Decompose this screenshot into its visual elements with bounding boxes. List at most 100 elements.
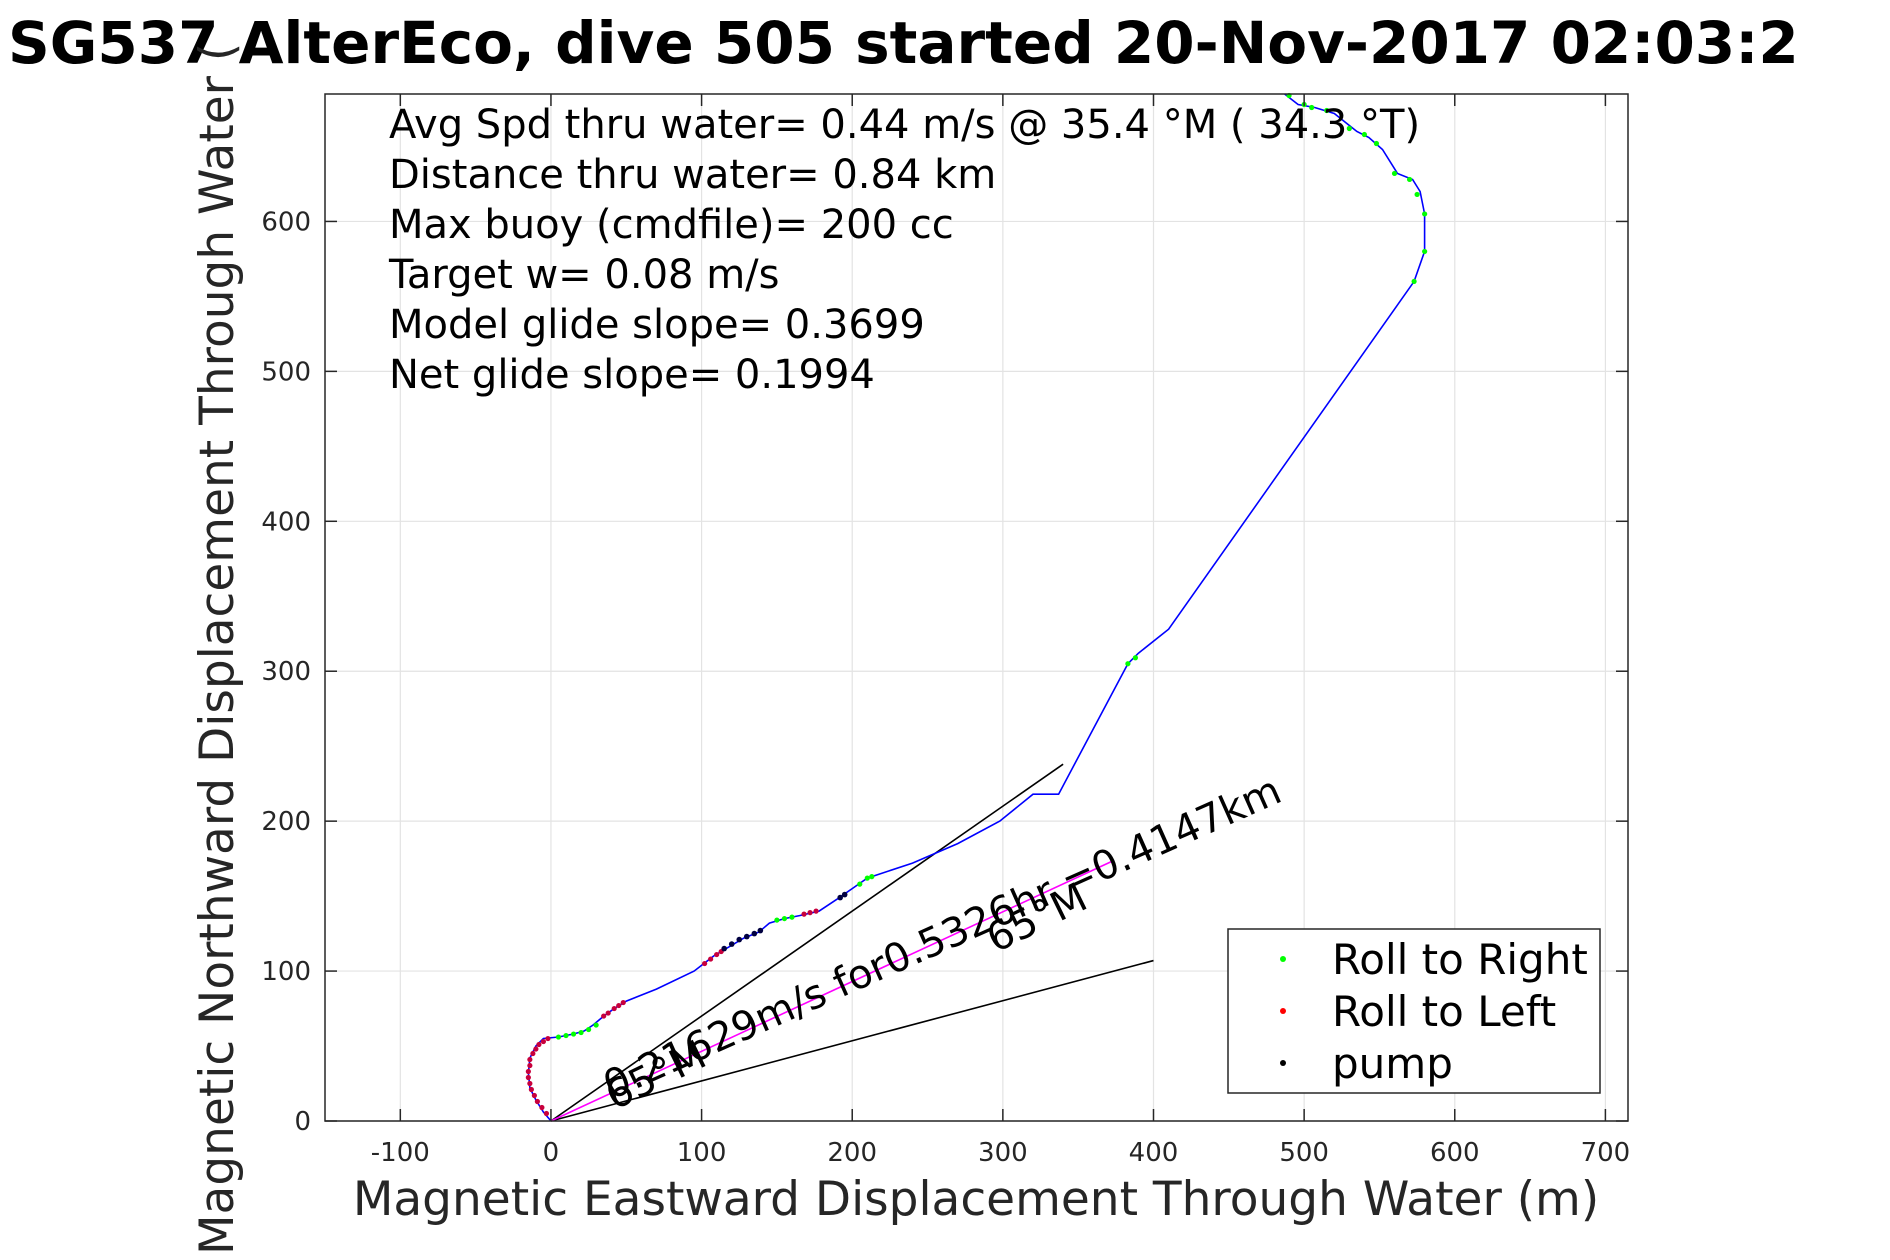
- roll-right-point: [578, 1029, 584, 1036]
- roll-left-point: [620, 999, 626, 1006]
- info-box: Avg Spd thru water= 0.44 m/s @ 35.4 °M (…: [388, 102, 1420, 398]
- roll-left-point: [714, 951, 720, 958]
- pump-point: [841, 891, 848, 898]
- plot-frame: [324, 93, 1629, 1122]
- pump-point: [837, 894, 843, 901]
- roll-left-point: [611, 1005, 617, 1012]
- roll-left-point: [527, 1056, 533, 1063]
- legend-marker: [1280, 1008, 1286, 1014]
- y-tick-label: 200: [261, 807, 311, 837]
- reference-line: [550, 860, 1112, 1122]
- info-line: Target w= 0.08 m/s: [388, 252, 779, 298]
- roll-left-point: [527, 1080, 533, 1087]
- roll-left-point: [539, 1104, 545, 1111]
- roll-left-point: [531, 1092, 537, 1099]
- roll-right-point: [1422, 211, 1428, 217]
- roll-right-point: [1406, 176, 1413, 183]
- pump-point: [751, 930, 758, 937]
- info-line: Net glide slope= 0.1994: [389, 352, 875, 398]
- y-tick-label: 100: [261, 957, 311, 987]
- roll-left-point: [601, 1013, 607, 1019]
- info-line: Distance thru water= 0.84 km: [389, 152, 996, 198]
- roll-left-point: [605, 1010, 611, 1016]
- roll-left-point: [708, 956, 714, 962]
- roll-left-point: [813, 908, 819, 914]
- plot-area: 0.21629m/s for0.5326hr =0.4147km65°M65°M…: [261, 92, 1630, 1168]
- reference-line: [550, 959, 1154, 1122]
- pump-point: [757, 927, 764, 934]
- x-tick-label: 0: [543, 1138, 560, 1168]
- x-tick-label: 500: [1279, 1138, 1329, 1168]
- roll-right-point: [789, 914, 795, 920]
- pump-point: [736, 936, 743, 943]
- legend-label: Roll to Right: [1332, 935, 1588, 984]
- y-tick-label: 500: [261, 357, 311, 387]
- ticks: -100 0 100 200 300 400 500 600 700 0 100 200 300 400 5…: [261, 94, 1630, 1168]
- roll-right-point: [857, 881, 863, 887]
- roll-left-point: [527, 1062, 533, 1069]
- roll-right-point: [1391, 170, 1398, 177]
- roll-right-point: [869, 874, 875, 880]
- roll-left-point: [534, 1098, 540, 1105]
- roll-right-point: [593, 1022, 599, 1028]
- roll-right-point: [1309, 104, 1315, 111]
- reference-line: [550, 763, 1064, 1122]
- legend-marker: [1280, 1060, 1286, 1066]
- roll-right-point: [1132, 655, 1139, 661]
- roll-right-point: [570, 1031, 577, 1037]
- roll-right-point: [1125, 661, 1131, 667]
- x-tick-label: 700: [1581, 1138, 1631, 1168]
- roll-right-point: [774, 917, 780, 923]
- x-tick-label: 300: [978, 1138, 1028, 1168]
- roll-right-point: [1422, 248, 1428, 255]
- roll-right-point: [1346, 125, 1352, 132]
- roll-left-point: [801, 911, 807, 917]
- y-tick-label: 600: [261, 207, 311, 237]
- pump-point: [721, 945, 727, 952]
- roll-right-point: [781, 915, 788, 922]
- roll-left-point: [525, 1068, 531, 1075]
- y-tick-label: 400: [261, 507, 311, 537]
- roll-left-point: [536, 1041, 542, 1048]
- y-tick-label: 0: [294, 1107, 311, 1137]
- roll-right-point: [563, 1032, 569, 1039]
- markers: [525, 92, 1428, 1117]
- pump-point: [743, 933, 750, 940]
- x-tick-label: 600: [1430, 1138, 1480, 1168]
- roll-right-point: [1361, 131, 1367, 138]
- x-tick-label: 100: [677, 1138, 727, 1168]
- pump-point: [728, 941, 735, 947]
- legend-marker: [1280, 956, 1286, 962]
- x-axis-label: Magnetic Eastward Displacement Through W…: [353, 1172, 1599, 1227]
- info-line: Max buoy (cmdfile)= 200 cc: [389, 202, 954, 248]
- roll-right-point: [586, 1026, 592, 1033]
- legend-box: [1227, 928, 1601, 1094]
- roll-right-point: [555, 1034, 562, 1040]
- roll-left-point: [807, 910, 813, 916]
- roll-right-point: [1324, 107, 1330, 114]
- roll-left-point: [543, 1110, 550, 1117]
- x-tick-label: 200: [827, 1138, 877, 1168]
- reference-lines: [550, 763, 1154, 1122]
- roll-right-point: [864, 875, 870, 881]
- roll-right-point: [1414, 191, 1420, 198]
- roll-left-point: [702, 960, 708, 967]
- chart-title: SG537 AlterEco, dive 505 started 20-Nov-…: [8, 9, 1799, 77]
- roll-left-point: [616, 1002, 622, 1009]
- x-tick-label: 400: [1129, 1138, 1179, 1168]
- x-tick-label: -100: [371, 1138, 430, 1168]
- roll-right-point: [1411, 278, 1417, 285]
- roll-left-point: [528, 1086, 534, 1093]
- y-tick-label: 300: [261, 657, 311, 687]
- info-line: Avg Spd thru water= 0.44 m/s @ 35.4 °M (…: [389, 102, 1420, 148]
- legend-label: Roll to Left: [1332, 987, 1556, 1036]
- roll-left-point: [540, 1038, 547, 1045]
- roll-left-point: [530, 1050, 536, 1057]
- roll-left-point: [545, 1035, 551, 1042]
- y-axis-label: Magnetic Northward Displacement Through …: [190, 43, 245, 1255]
- roll-left-point: [525, 1074, 531, 1081]
- roll-right-point: [1373, 140, 1380, 147]
- roll-left-point: [533, 1046, 539, 1052]
